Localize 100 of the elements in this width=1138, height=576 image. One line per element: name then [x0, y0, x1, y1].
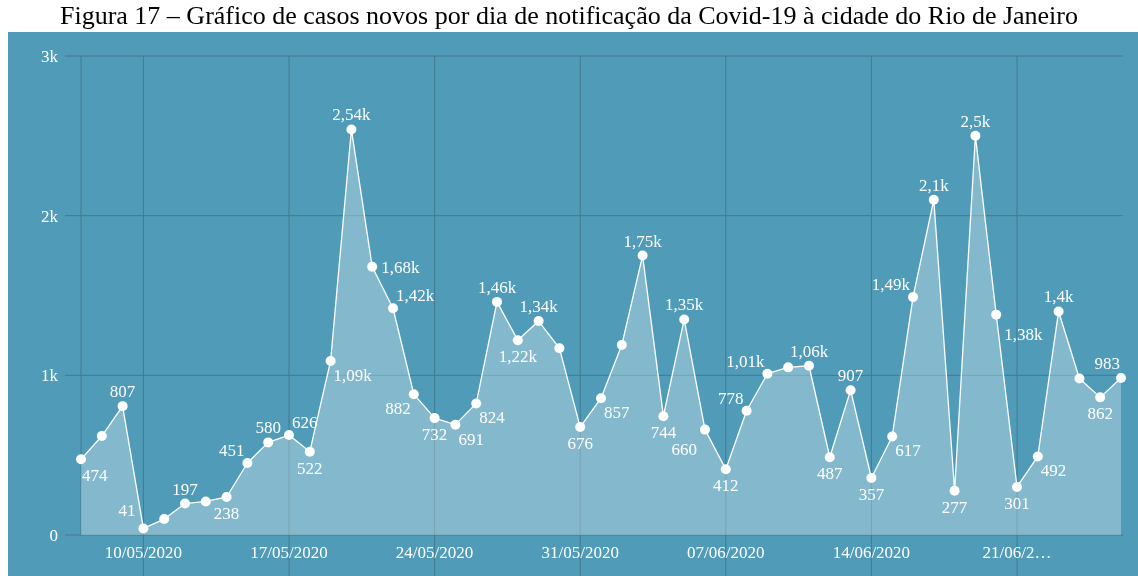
chart-title: Figura 17 – Gráfico de casos novos por dia de notificação da Covid-19 à cidade do Rio de Janeiro: [59, 1, 1079, 30]
point: [96, 431, 107, 442]
data-label: 1,34k: [519, 297, 559, 317]
data-label: 626: [292, 413, 318, 433]
x-tick-label: 21/06/2…: [982, 543, 1052, 562]
point: [180, 498, 190, 509]
point: [720, 464, 731, 475]
point: [512, 335, 523, 346]
data-label: 1,01k: [726, 351, 765, 371]
x-tick-label: 24/05/2020: [395, 543, 474, 562]
data-label: 197: [172, 479, 199, 499]
point: [866, 473, 877, 483]
point: [741, 405, 752, 416]
point: [533, 316, 544, 327]
x-tick-label: 14/06/2020: [832, 543, 911, 562]
point: [159, 514, 170, 525]
y-tick-label: 1k: [41, 366, 59, 386]
point: [429, 413, 440, 424]
point: [346, 124, 357, 135]
point: [1012, 481, 1022, 492]
point: [824, 452, 835, 463]
point: [304, 446, 315, 457]
point: [616, 340, 627, 350]
data-label: 301: [1004, 493, 1030, 513]
point: [658, 411, 669, 422]
point: [804, 360, 814, 371]
point: [221, 492, 232, 502]
data-label: 1,49k: [871, 275, 911, 295]
data-label: 492: [1040, 461, 1067, 481]
data-label: 451: [218, 440, 245, 460]
data-label: 2,5k: [960, 111, 991, 131]
point: [1074, 373, 1085, 384]
point: [762, 368, 773, 379]
point: [596, 393, 606, 404]
x-tick-label: 07/06/2020: [687, 543, 765, 562]
data-label: 1,46k: [477, 277, 517, 297]
point: [575, 422, 586, 433]
data-label: 732: [421, 425, 448, 445]
point: [908, 292, 918, 303]
data-label: 1,42k: [396, 286, 435, 306]
data-label: 862: [1087, 404, 1113, 424]
data-label: 2,1k: [918, 175, 950, 195]
point: [138, 523, 149, 534]
point: [928, 194, 939, 205]
data-label: 1,38k: [1004, 324, 1043, 344]
data-label: 522: [297, 458, 323, 478]
point: [388, 303, 398, 314]
data-label: 277: [941, 497, 968, 517]
y-tick-label: 3k: [41, 47, 59, 66]
data-label: 41: [118, 501, 136, 521]
data-label: 1,09k: [333, 365, 373, 385]
data-label: 580: [255, 418, 281, 438]
data-label: 1,75k: [623, 231, 663, 251]
data-label: 412: [713, 476, 739, 496]
point: [970, 130, 981, 141]
point: [991, 309, 1002, 320]
point: [263, 437, 274, 448]
data-label: 2,54k: [332, 105, 372, 125]
data-label: 807: [109, 382, 136, 402]
y-tick-label: 2k: [41, 206, 59, 226]
data-label: 474: [82, 466, 108, 486]
data-label: 691: [458, 429, 484, 449]
data-label: 857: [604, 403, 630, 423]
data-label: 983: [1094, 354, 1120, 374]
data-label: 1,06k: [789, 341, 829, 361]
point: [1053, 306, 1064, 317]
point: [408, 389, 419, 400]
point: [887, 431, 898, 442]
x-tick-label: 17/05/2020: [250, 543, 328, 562]
point: [325, 355, 336, 366]
data-label: 1,35k: [665, 295, 704, 315]
point: [637, 250, 648, 261]
point: [200, 496, 211, 507]
data-label: 238: [213, 504, 240, 523]
data-label: 676: [567, 434, 593, 454]
data-label: 824: [479, 408, 506, 428]
point: [450, 419, 461, 430]
point: [845, 385, 856, 396]
point: [700, 424, 710, 435]
point: [242, 457, 253, 468]
point: [1032, 451, 1043, 462]
point: [783, 362, 794, 373]
x-tick-label: 10/05/2020: [104, 543, 183, 562]
x-tick-label: 31/05/2020: [541, 543, 619, 562]
data-label: 357: [858, 485, 885, 504]
data-label: 778: [718, 388, 744, 408]
data-label: 907: [837, 366, 864, 386]
data-label: 617: [895, 441, 922, 461]
data-label: 1,22k: [498, 347, 538, 367]
point: [679, 314, 690, 325]
point: [949, 485, 960, 496]
point: [554, 343, 565, 354]
data-label: 882: [385, 399, 411, 419]
data-label: 1,4k: [1043, 287, 1074, 307]
point: [1116, 373, 1126, 384]
point: [284, 430, 294, 441]
point: [471, 398, 482, 409]
y-tick-label: 0: [49, 526, 58, 545]
point: [76, 454, 86, 465]
point: [367, 261, 378, 272]
